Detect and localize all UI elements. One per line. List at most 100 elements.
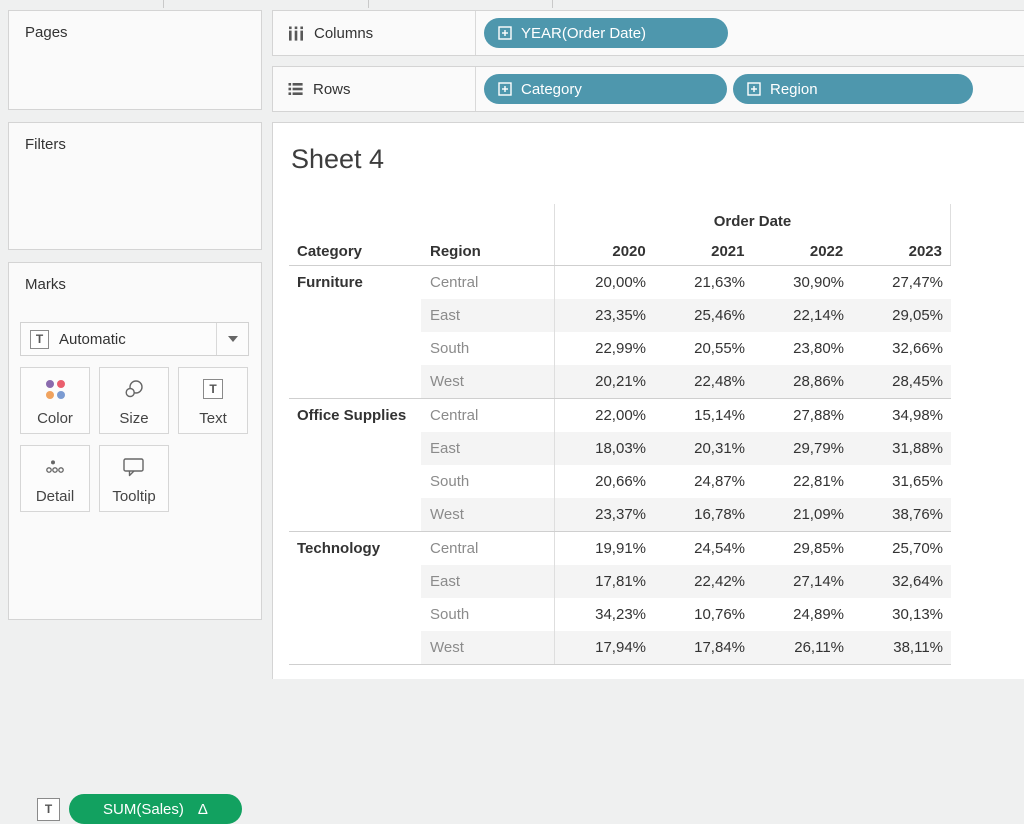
text-button[interactable]: T Text <box>178 367 248 434</box>
category-pill[interactable]: Category <box>484 74 727 104</box>
value-cell[interactable]: 27,14% <box>793 573 844 590</box>
value-cell[interactable]: 27,47% <box>892 274 943 291</box>
value-cell[interactable]: 29,05% <box>892 307 943 324</box>
value-cell[interactable]: 34,98% <box>892 407 943 424</box>
value-cell[interactable]: 28,45% <box>892 373 943 390</box>
value-cell[interactable]: 38,11% <box>893 639 943 656</box>
value-cell[interactable]: 20,55% <box>694 340 745 357</box>
value-cell[interactable]: 38,76% <box>892 506 943 523</box>
mark-type-dropdown-caret[interactable] <box>216 323 248 355</box>
value-cell[interactable]: 10,76% <box>694 606 745 623</box>
worksheet-canvas: Sheet 4 Order Date Category Region 2020 … <box>272 122 1024 679</box>
tableau-worksheet-window: Pages Filters Marks T Automatic Color <box>8 0 1024 824</box>
value-cell[interactable]: 25,70% <box>892 540 943 557</box>
value-cell[interactable]: 27,88% <box>793 407 844 424</box>
value-cell[interactable]: 17,84% <box>694 639 745 656</box>
region-row-header[interactable]: East <box>421 565 554 598</box>
value-cell[interactable]: 18,03% <box>595 440 646 457</box>
value-cell[interactable]: 29,85% <box>793 540 844 557</box>
sum-sales-pill[interactable]: SUM(Sales) Δ <box>69 794 242 824</box>
rows-icon <box>288 83 303 95</box>
value-cell[interactable]: 30,13% <box>892 606 943 623</box>
expand-plus-icon[interactable] <box>498 26 512 40</box>
year-header[interactable]: 2020 <box>612 243 646 260</box>
header-spacer <box>289 204 554 238</box>
color-button[interactable]: Color <box>20 367 90 434</box>
expand-plus-icon[interactable] <box>747 82 761 96</box>
year-header[interactable]: 2022 <box>809 243 844 260</box>
region-row-header[interactable]: Central <box>430 540 479 557</box>
text-encoding-row: T SUM(Sales) Δ <box>37 794 242 824</box>
filters-shelf[interactable]: Filters <box>8 122 262 250</box>
tooltip-bubble-icon <box>100 446 168 488</box>
expand-plus-icon[interactable] <box>498 82 512 96</box>
value-cell[interactable]: 31,65% <box>892 473 943 490</box>
value-cell[interactable]: 22,42% <box>694 573 745 590</box>
region-row-header[interactable]: South <box>430 606 470 623</box>
value-cell[interactable]: 22,14% <box>793 307 844 324</box>
region-row-header[interactable]: West <box>421 365 554 398</box>
detail-dots-icon <box>21 446 89 488</box>
rows-shelf[interactable]: Rows Category Region <box>272 66 1024 112</box>
table-row: South 34,23% 10,76% 24,89% 30,13% <box>421 598 951 631</box>
value-cell[interactable]: 31,88% <box>892 440 943 457</box>
region-row-header[interactable]: South <box>430 340 470 357</box>
region-row-header[interactable]: East <box>421 432 554 465</box>
value-cell[interactable]: 28,86% <box>793 373 844 390</box>
value-cell[interactable]: 16,78% <box>694 506 745 523</box>
region-row-header[interactable]: Central <box>430 274 479 291</box>
value-cell[interactable]: 22,00% <box>595 407 646 424</box>
value-cell[interactable]: 20,31% <box>694 440 745 457</box>
pages-shelf[interactable]: Pages <box>8 10 262 110</box>
region-row-header[interactable]: Central <box>430 407 479 424</box>
group-rows: Central 19,91% 24,54% 29,85% 25,70% East 17,81… <box>421 532 951 664</box>
region-column-header[interactable]: Region <box>430 243 481 260</box>
tooltip-button[interactable]: Tooltip <box>99 445 169 512</box>
value-cell[interactable]: 17,81% <box>595 573 646 590</box>
size-button[interactable]: Size <box>99 367 169 434</box>
region-row-header[interactable]: South <box>430 473 470 490</box>
region-row-header[interactable]: East <box>421 299 554 332</box>
category-row-header[interactable]: Office Supplies <box>297 407 407 424</box>
region-pill[interactable]: Region <box>733 74 973 104</box>
year-order-date-pill[interactable]: YEAR(Order Date) <box>484 18 728 48</box>
value-cell[interactable]: 34,23% <box>595 606 646 623</box>
mark-type-dropdown[interactable]: T Automatic <box>20 322 249 356</box>
region-row-header[interactable]: West <box>421 631 554 664</box>
value-cell[interactable]: 30,90% <box>793 274 844 291</box>
category-row-header[interactable]: Furniture <box>297 274 363 291</box>
value-cell[interactable]: 25,46% <box>694 307 745 324</box>
value-cell[interactable]: 24,89% <box>793 606 844 623</box>
value-cell[interactable]: 20,21% <box>595 373 646 390</box>
category-row-header[interactable]: Technology <box>297 540 381 557</box>
value-cell[interactable]: 24,87% <box>694 473 745 490</box>
value-cell[interactable]: 22,48% <box>694 373 745 390</box>
value-cell[interactable]: 32,66% <box>892 340 943 357</box>
value-cell[interactable]: 21,09% <box>793 506 844 523</box>
value-cell[interactable]: 22,81% <box>793 473 844 490</box>
mark-type-value: Automatic <box>59 330 126 348</box>
value-cell[interactable]: 21,63% <box>694 274 745 291</box>
columns-shelf[interactable]: Columns YEAR(Order Date) <box>272 10 1024 56</box>
value-cell[interactable]: 17,94% <box>595 639 646 656</box>
value-cell[interactable]: 32,64% <box>892 573 943 590</box>
value-cell[interactable]: 26,11% <box>794 639 844 656</box>
year-header[interactable]: 2023 <box>908 243 942 260</box>
value-cell[interactable]: 20,00% <box>595 274 646 291</box>
year-header[interactable]: 2021 <box>711 243 745 260</box>
value-cell[interactable]: 29,79% <box>793 440 844 457</box>
order-date-header[interactable]: Order Date <box>554 204 951 238</box>
value-cell[interactable]: 23,80% <box>793 340 844 357</box>
table-row: East 17,81% 22,42% 27,14% 32,64% <box>421 565 951 598</box>
value-cell[interactable]: 23,37% <box>595 506 646 523</box>
value-cell[interactable]: 15,14% <box>694 407 745 424</box>
category-column-header[interactable]: Category <box>297 243 363 260</box>
region-row-header[interactable]: West <box>421 498 554 531</box>
value-cell[interactable]: 22,99% <box>595 340 646 357</box>
sheet-title[interactable]: Sheet 4 <box>291 144 385 174</box>
detail-button[interactable]: Detail <box>20 445 90 512</box>
value-cell[interactable]: 20,66% <box>595 473 646 490</box>
value-cell[interactable]: 19,91% <box>595 540 646 557</box>
value-cell[interactable]: 23,35% <box>595 307 646 324</box>
value-cell[interactable]: 24,54% <box>694 540 745 557</box>
